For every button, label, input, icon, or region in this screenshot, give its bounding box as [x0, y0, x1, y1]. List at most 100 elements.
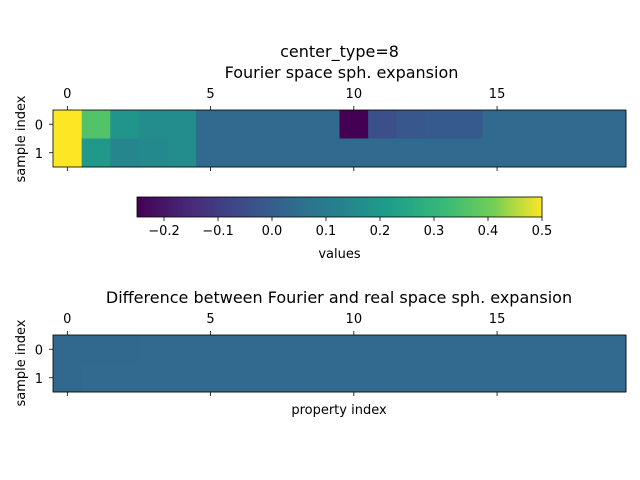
heatmap-difference-title: Difference between Fourier and real spac… — [106, 288, 572, 307]
heatmap-cell — [138, 110, 168, 139]
heatmap-cell — [310, 363, 340, 393]
heatmap-cell — [454, 110, 484, 139]
heatmap-cell — [110, 138, 140, 168]
heatmap-cell — [110, 363, 140, 393]
heatmap-cell — [196, 335, 226, 364]
heatmap-cell — [454, 363, 484, 393]
heatmap-cell — [167, 138, 197, 168]
heatmap-cell — [53, 138, 83, 168]
heatmap-cell — [425, 138, 455, 168]
heatmap-difference-xlabel: property index — [291, 403, 387, 418]
heatmap-cell — [597, 363, 627, 393]
heatmap-cell — [511, 335, 541, 364]
heatmap-cell — [310, 138, 340, 168]
heatmap-cell — [253, 138, 283, 168]
heatmap-cell — [568, 335, 598, 364]
colorbar-tick-label: 0.5 — [532, 224, 553, 239]
heatmap-cell — [396, 335, 426, 364]
heatmap-cell — [224, 363, 254, 393]
heatmap-cell — [282, 110, 312, 139]
heatmap-cell — [368, 335, 398, 364]
colorbar: −0.2 −0.1 0.0 0.1 0.2 0.3 0.4 0.5 — [136, 196, 553, 239]
heatmap-cell — [282, 335, 312, 364]
heatmap-cell — [396, 138, 426, 168]
x-tick-label: 15 — [489, 87, 506, 102]
x-tick-label: 5 — [206, 312, 214, 327]
x-tick-label: 10 — [346, 312, 363, 327]
heatmap-cell — [110, 110, 140, 139]
heatmap-cell — [511, 110, 541, 139]
heatmap-fourier-ylabel: sample index — [14, 95, 29, 182]
heatmap-difference-ylabel: sample index — [14, 319, 29, 406]
heatmap-cell — [81, 110, 111, 139]
heatmap-cell — [396, 363, 426, 393]
heatmap-cell — [224, 138, 254, 168]
heatmap-cell — [511, 363, 541, 393]
heatmap-cell — [482, 110, 512, 139]
heatmap-cell — [138, 138, 168, 168]
heatmap-cell — [540, 335, 570, 364]
heatmap-cell — [482, 138, 512, 168]
heatmap-cell — [339, 110, 369, 139]
heatmap-cell — [454, 335, 484, 364]
heatmap-cell — [368, 110, 398, 139]
heatmap-cell — [53, 110, 83, 139]
chart-title-line1: center_type=8 — [280, 42, 399, 62]
colorbar-gradient — [136, 196, 543, 218]
chart-title-line2: Fourier space sph. expansion — [225, 63, 459, 82]
heatmap-cell — [253, 335, 283, 364]
colorbar-tick-label: 0.4 — [478, 224, 499, 239]
heatmap-cell — [196, 363, 226, 393]
heatmap-cell — [138, 335, 168, 364]
plot-frame — [52, 334, 627, 393]
y-tick-label: 1 — [35, 147, 43, 162]
heatmap-cell — [540, 363, 570, 393]
heatmap-cell — [425, 335, 455, 364]
heatmap-fourier: 0 5 10 15 0 1 — [35, 87, 627, 171]
heatmap-cell — [339, 138, 369, 168]
heatmap-cell — [597, 138, 627, 168]
heatmap-cell — [339, 335, 369, 364]
plot-frame — [52, 109, 627, 168]
colorbar-tick-label: 0.3 — [424, 224, 445, 239]
heatmap-cell — [540, 138, 570, 168]
heatmap-cell — [110, 335, 140, 364]
heatmap-cell — [196, 110, 226, 139]
heatmap-cell — [511, 138, 541, 168]
x-tick-label: 15 — [489, 312, 506, 327]
heatmap-cell — [81, 335, 111, 364]
heatmap-cell — [224, 110, 254, 139]
colorbar-tick-label: 0.0 — [262, 224, 283, 239]
heatmap-cell — [568, 363, 598, 393]
heatmap-cell — [253, 363, 283, 393]
colorbar-label: values — [318, 247, 361, 262]
y-tick-label: 0 — [35, 118, 43, 133]
heatmap-cell — [81, 138, 111, 168]
x-tick-label: 0 — [63, 87, 71, 102]
heatmap-cell — [196, 138, 226, 168]
heatmap-cell — [568, 138, 598, 168]
heatmap-cell — [425, 363, 455, 393]
heatmap-cell — [368, 363, 398, 393]
heatmap-cell — [454, 138, 484, 168]
heatmap-cell — [368, 138, 398, 168]
heatmap-cell — [138, 363, 168, 393]
colorbar-tick-label: 0.2 — [370, 224, 391, 239]
heatmap-cell — [81, 363, 111, 393]
heatmap-cell — [253, 110, 283, 139]
heatmap-cell — [339, 363, 369, 393]
y-tick-label: 0 — [35, 343, 43, 358]
heatmap-cell — [482, 335, 512, 364]
heatmap-cell — [310, 110, 340, 139]
heatmap-cell — [167, 110, 197, 139]
heatmap-cell — [396, 110, 426, 139]
heatmap-cell — [167, 335, 197, 364]
heatmap-cell — [568, 110, 598, 139]
x-tick-label: 0 — [63, 312, 71, 327]
x-tick-label: 5 — [206, 87, 214, 102]
colorbar-tick-label: −0.1 — [202, 224, 234, 239]
heatmap-cell — [310, 335, 340, 364]
heatmap-cell — [282, 138, 312, 168]
